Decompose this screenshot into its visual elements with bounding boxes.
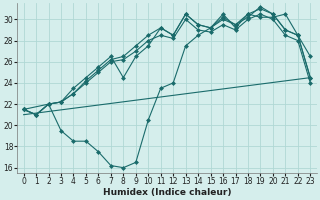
X-axis label: Humidex (Indice chaleur): Humidex (Indice chaleur) — [103, 188, 231, 197]
